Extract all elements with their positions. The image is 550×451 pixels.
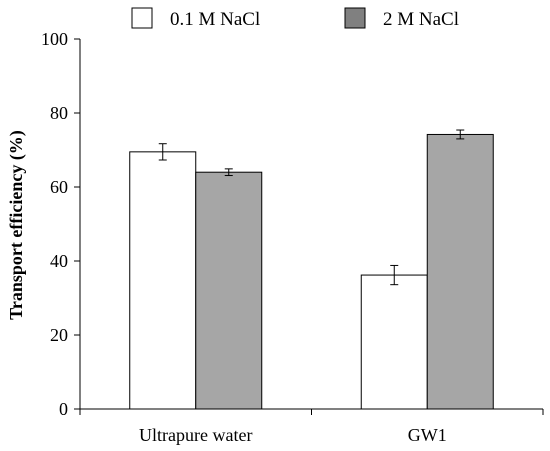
- error-bar: [158, 143, 167, 161]
- category-labels: Ultrapure water GW1: [139, 425, 447, 445]
- bar-series-2-ultrapure-water: [195, 171, 263, 410]
- y-axis-title: Transport efficiency (%): [6, 130, 27, 320]
- y-tick-label: 60: [50, 177, 68, 197]
- x-category-label: GW1: [408, 425, 447, 445]
- error-bar: [456, 129, 465, 140]
- legend-label-series-2: 2 M NaCl: [383, 9, 459, 30]
- y-tick-label: 100: [41, 29, 68, 49]
- y-tick-label: 20: [50, 325, 68, 345]
- y-tick-label: 80: [50, 103, 68, 123]
- bars: [129, 129, 494, 410]
- bar-series-1-gw1: [360, 274, 428, 410]
- y-axis: 0 20 40 60 80 100: [41, 29, 81, 419]
- y-tick-label: 0: [59, 399, 68, 419]
- bar-series-1-ultrapure-water: [129, 151, 197, 410]
- x-category-label: Ultrapure water: [139, 425, 252, 445]
- x-axis: [79, 408, 544, 415]
- legend-label-series-1: 0.1 M NaCl: [170, 9, 260, 30]
- legend: 0.1 M NaCl 2 M NaCl: [131, 7, 459, 30]
- y-tick-label: 40: [50, 251, 68, 271]
- legend-swatch-series-2: [344, 7, 366, 29]
- error-bar: [224, 168, 233, 177]
- legend-swatch-series-1: [131, 7, 153, 29]
- bar-series-2-gw1: [426, 133, 494, 410]
- error-bar: [390, 264, 399, 286]
